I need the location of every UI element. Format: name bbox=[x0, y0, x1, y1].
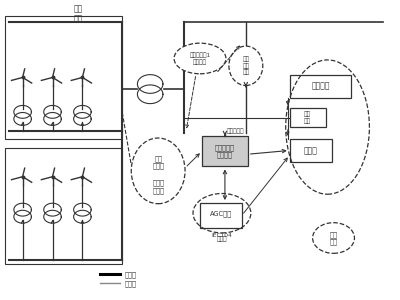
Text: 网关机: 网关机 bbox=[304, 146, 318, 155]
Ellipse shape bbox=[229, 46, 263, 86]
Text: 电流、电压: 电流、电压 bbox=[227, 129, 244, 134]
FancyBboxPatch shape bbox=[202, 136, 248, 167]
Text: 风电
机组: 风电 机组 bbox=[74, 4, 83, 23]
Text: AGC系统: AGC系统 bbox=[210, 211, 232, 217]
Text: 测试
系统: 测试 系统 bbox=[330, 231, 338, 245]
Text: IEC104: IEC104 bbox=[212, 232, 232, 238]
Text: 信息流: 信息流 bbox=[124, 280, 136, 286]
Text: 电力流: 电力流 bbox=[124, 271, 136, 278]
Text: 调度主站: 调度主站 bbox=[311, 82, 330, 91]
Text: 模拟
主站: 模拟 主站 bbox=[304, 112, 311, 124]
Text: 风机能
管系统: 风机能 管系统 bbox=[152, 180, 164, 194]
Text: 检测设备：
一次调频: 检测设备： 一次调频 bbox=[215, 144, 235, 158]
Text: 通信
服务端: 通信 服务端 bbox=[152, 155, 164, 169]
Ellipse shape bbox=[131, 138, 185, 204]
Text: 客户端: 客户端 bbox=[217, 237, 227, 242]
Text: 模拟
量输
出源: 模拟 量输 出源 bbox=[242, 56, 249, 75]
Ellipse shape bbox=[174, 43, 226, 74]
Text: 报文及录波1
一体装置: 报文及录波1 一体装置 bbox=[190, 52, 210, 64]
